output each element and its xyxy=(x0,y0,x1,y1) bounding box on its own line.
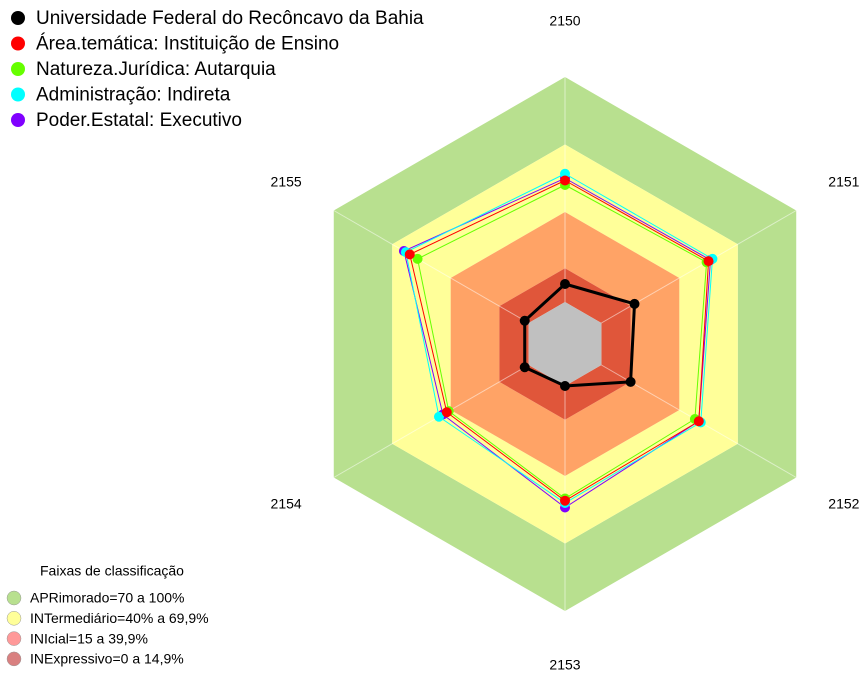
series-point xyxy=(629,298,640,309)
series-point xyxy=(412,253,423,264)
axis-label: 2154 xyxy=(271,496,302,512)
legend-label: Administração: Indireta xyxy=(36,85,231,106)
series-point xyxy=(560,175,570,186)
spoke xyxy=(333,210,529,324)
legend-marker xyxy=(11,87,25,102)
band-legend-label: APRimorado=70 a 100% xyxy=(30,590,185,606)
series-point xyxy=(560,381,570,391)
band-legend-label: INExpressivo=0 a 14,9% xyxy=(30,651,184,667)
legend-label: Poder.Estatal: Executivo xyxy=(36,110,242,131)
legend-marker xyxy=(11,36,25,51)
spokes xyxy=(333,77,797,611)
band-legend-marker xyxy=(6,611,22,626)
series-point xyxy=(560,279,570,289)
axis-label: 2153 xyxy=(549,657,580,673)
series-point xyxy=(519,362,530,373)
bands-legend-title: Faixas de classificação xyxy=(40,563,184,579)
series-point xyxy=(433,411,444,422)
series-point xyxy=(693,416,704,427)
legend-marker xyxy=(11,62,25,76)
band xyxy=(450,212,680,476)
axis-label: 2150 xyxy=(549,13,580,29)
legend-marker xyxy=(11,113,25,127)
series-point xyxy=(441,407,452,418)
band xyxy=(333,77,797,611)
series-point xyxy=(703,256,714,267)
band-legend-marker xyxy=(6,651,22,667)
band-legend-marker xyxy=(6,590,22,606)
center-hole xyxy=(528,302,602,386)
series-point xyxy=(625,376,636,387)
series-point xyxy=(560,495,570,506)
series-point xyxy=(404,249,415,260)
legend-label: Área.temática: Instituição de Ensino xyxy=(36,34,339,55)
legend-label: Natureza.Jurídica: Autarquia xyxy=(36,59,276,80)
spoke xyxy=(333,364,529,478)
plot xyxy=(398,168,718,513)
axis-label: 2151 xyxy=(828,174,859,190)
axis-label: 2152 xyxy=(828,496,859,512)
band-legend-marker xyxy=(6,631,22,646)
band-legend-label: INIcial=15 a 39,9% xyxy=(30,630,148,646)
axis-label: 2155 xyxy=(271,174,302,190)
legend-marker xyxy=(11,11,25,25)
series-point xyxy=(519,315,530,326)
legend-label: Universidade Federal do Recôncavo da Bah… xyxy=(36,8,424,29)
band xyxy=(499,268,631,420)
band-legend-label: INTermediário=40% a 69,9% xyxy=(30,610,209,626)
